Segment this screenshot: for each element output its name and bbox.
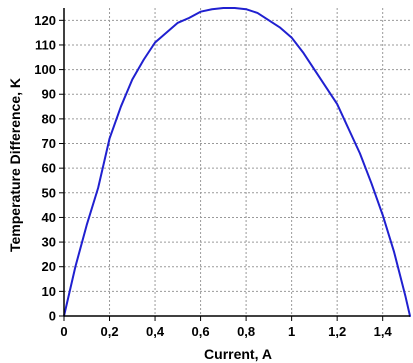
grid	[64, 8, 410, 316]
x-tick-label: 0,4	[146, 324, 165, 339]
y-axis-title: Temperature Difference, K	[7, 78, 23, 252]
y-tick-label: 90	[42, 87, 56, 102]
y-tick-label: 50	[42, 185, 56, 200]
y-tick-label: 80	[42, 111, 56, 126]
y-tick-label: 20	[42, 259, 56, 274]
y-tick-label: 0	[49, 309, 56, 324]
y-tick-label: 100	[34, 62, 56, 77]
x-tick-label: 1,4	[374, 324, 393, 339]
y-tick-label: 40	[42, 210, 56, 225]
y-tick-label: 110	[35, 37, 56, 52]
y-tick-label: 120	[34, 13, 56, 28]
x-tick-label: 1,2	[328, 324, 346, 339]
x-tick-label: 0	[60, 324, 67, 339]
axes	[63, 8, 410, 317]
tick-labels: 0 10 20 30 40 50 60 70 80 90 100 110 120 0 0,2 0,4 0,6 0,…	[34, 13, 392, 339]
y-tick-label: 30	[42, 235, 56, 250]
series-line	[63, 7, 411, 317]
y-tick-label: 10	[42, 284, 56, 299]
x-tick-label: 0,8	[237, 324, 255, 339]
x-tick-label: 0,6	[192, 324, 210, 339]
x-axis-title: Current, A	[204, 346, 272, 362]
y-tick-label: 60	[42, 161, 56, 176]
x-tick-label: 0,2	[100, 324, 118, 339]
y-tick-label: 70	[42, 136, 56, 151]
x-tick-label: 1	[288, 324, 295, 339]
series-layer	[63, 7, 411, 317]
